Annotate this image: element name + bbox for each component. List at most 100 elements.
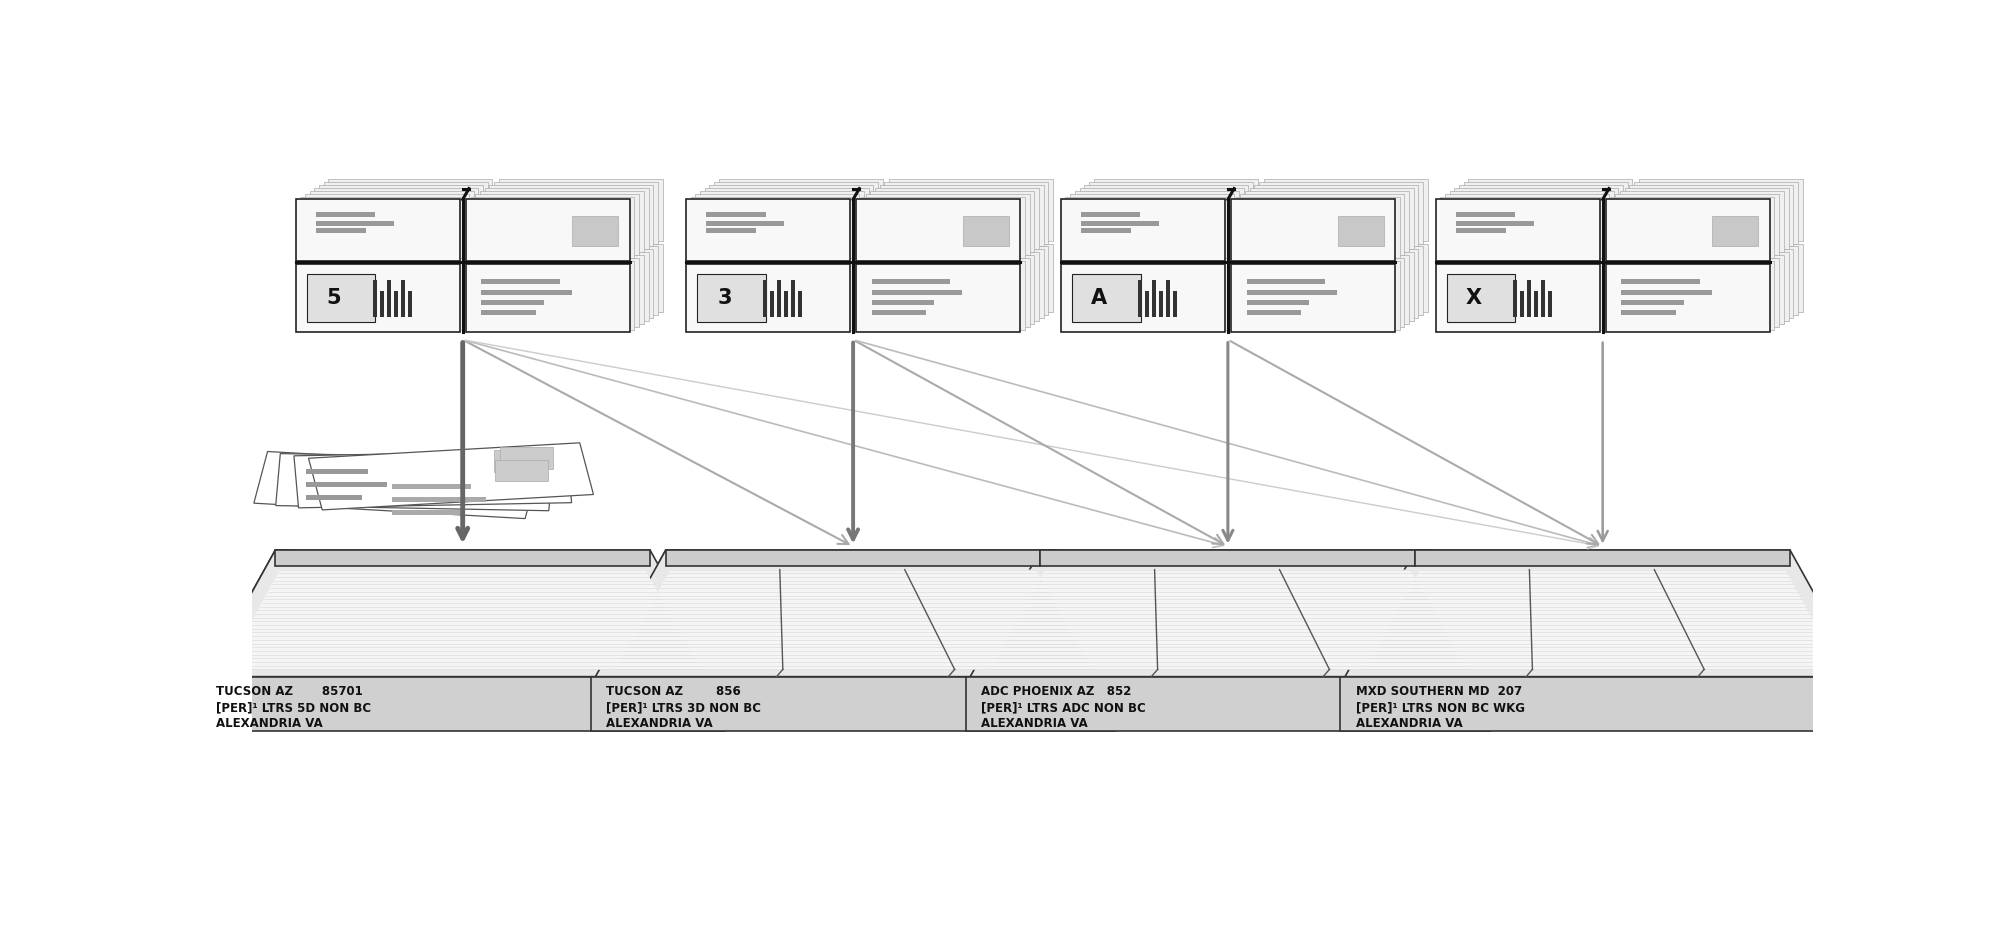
Bar	[493, 246, 657, 316]
Bar	[1609, 196, 1774, 258]
Bar	[310, 191, 473, 253]
Bar	[685, 199, 850, 261]
Bar	[1231, 199, 1394, 261]
Bar	[1605, 199, 1768, 261]
Bar	[1446, 274, 1515, 322]
Bar	[481, 279, 560, 285]
Text: ALEXANDRIA VA: ALEXANDRIA VA	[981, 717, 1088, 731]
Bar	[1241, 258, 1404, 327]
Bar	[489, 454, 542, 475]
Bar	[1623, 253, 1788, 321]
Bar	[483, 188, 649, 250]
Bar	[963, 216, 1009, 245]
Bar	[481, 289, 572, 295]
Bar	[856, 264, 1019, 332]
Bar	[1513, 280, 1517, 317]
Bar	[1144, 291, 1148, 317]
Bar	[465, 199, 630, 261]
Bar	[1629, 250, 1792, 318]
Polygon shape	[276, 454, 554, 511]
Bar	[393, 291, 397, 317]
Bar	[719, 243, 882, 313]
Bar	[393, 484, 471, 488]
Bar	[493, 182, 657, 243]
Bar	[1619, 255, 1782, 324]
Bar	[1448, 191, 1613, 253]
Bar	[872, 310, 926, 316]
Bar	[1065, 261, 1229, 330]
Bar	[1166, 280, 1170, 317]
Bar	[707, 211, 765, 217]
Bar	[1158, 291, 1162, 317]
Bar	[1547, 291, 1551, 317]
Text: [PER]¹ LTRS 3D NON BC: [PER]¹ LTRS 3D NON BC	[606, 701, 761, 715]
Bar	[792, 280, 796, 317]
Text: A: A	[1092, 288, 1108, 308]
Bar	[1073, 191, 1239, 253]
Bar	[763, 280, 767, 317]
Bar	[306, 274, 375, 322]
Bar	[401, 280, 405, 317]
Bar	[691, 261, 854, 330]
Bar	[393, 510, 463, 515]
Bar	[1440, 261, 1603, 330]
Bar	[497, 179, 663, 240]
Bar	[1615, 258, 1778, 327]
Bar	[872, 279, 949, 285]
Polygon shape	[254, 452, 538, 518]
Bar	[880, 250, 1043, 318]
Bar	[1247, 310, 1301, 316]
Bar	[324, 182, 487, 243]
Bar	[1259, 182, 1422, 243]
Bar	[1249, 253, 1414, 321]
Bar	[870, 255, 1033, 324]
Bar	[1454, 188, 1617, 250]
Bar	[965, 677, 1490, 731]
Bar	[493, 451, 548, 472]
Bar	[1434, 264, 1599, 332]
Bar	[1245, 191, 1408, 253]
Text: ALEXANDRIA VA: ALEXANDRIA VA	[215, 717, 322, 731]
Bar	[1255, 185, 1418, 246]
Bar	[300, 196, 463, 258]
Text: TUCSON AZ        856: TUCSON AZ 856	[606, 685, 741, 699]
Bar	[699, 255, 864, 324]
Bar	[1633, 182, 1796, 243]
Polygon shape	[1039, 550, 1414, 566]
Text: [PER]¹ LTRS NON BC WKG: [PER]¹ LTRS NON BC WKG	[1355, 701, 1525, 715]
Text: [PER]¹ LTRS 5D NON BC: [PER]¹ LTRS 5D NON BC	[215, 701, 371, 715]
Bar	[1444, 193, 1607, 255]
Bar	[1456, 221, 1533, 226]
Bar	[866, 193, 1029, 255]
Bar	[1065, 196, 1229, 258]
Bar	[572, 216, 618, 245]
Bar	[1458, 250, 1621, 318]
Bar	[379, 291, 383, 317]
Bar	[719, 179, 882, 240]
Bar	[884, 246, 1047, 316]
Bar	[1138, 280, 1142, 317]
Bar	[1088, 182, 1253, 243]
Bar	[328, 243, 491, 313]
Polygon shape	[1363, 570, 1841, 670]
Bar	[314, 253, 477, 321]
Bar	[707, 228, 755, 233]
Bar	[1094, 243, 1257, 313]
Bar	[1623, 188, 1788, 250]
Bar	[489, 185, 653, 246]
Bar	[1448, 255, 1613, 324]
Bar	[481, 300, 544, 305]
Bar	[695, 258, 858, 327]
Bar	[872, 289, 963, 295]
Polygon shape	[294, 451, 572, 508]
Bar	[866, 258, 1029, 327]
Bar	[1629, 185, 1792, 246]
Bar	[1245, 255, 1408, 324]
Bar	[880, 185, 1043, 246]
Bar	[1084, 185, 1247, 246]
Text: ADC PHOENIX AZ   852: ADC PHOENIX AZ 852	[981, 685, 1132, 699]
Bar	[1621, 279, 1698, 285]
Bar	[860, 196, 1025, 258]
Bar	[1468, 243, 1631, 313]
Polygon shape	[665, 550, 1039, 566]
